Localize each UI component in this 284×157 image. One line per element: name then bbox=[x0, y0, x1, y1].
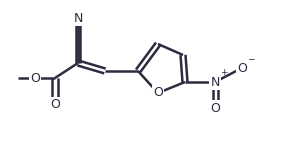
Text: N: N bbox=[210, 76, 220, 89]
Text: N: N bbox=[73, 11, 83, 24]
Text: −: − bbox=[247, 54, 254, 63]
Text: O: O bbox=[210, 101, 220, 114]
Text: +: + bbox=[220, 68, 227, 77]
Text: O: O bbox=[30, 71, 40, 84]
Text: O: O bbox=[237, 62, 247, 75]
Text: O: O bbox=[50, 98, 60, 111]
Text: O: O bbox=[153, 87, 163, 100]
